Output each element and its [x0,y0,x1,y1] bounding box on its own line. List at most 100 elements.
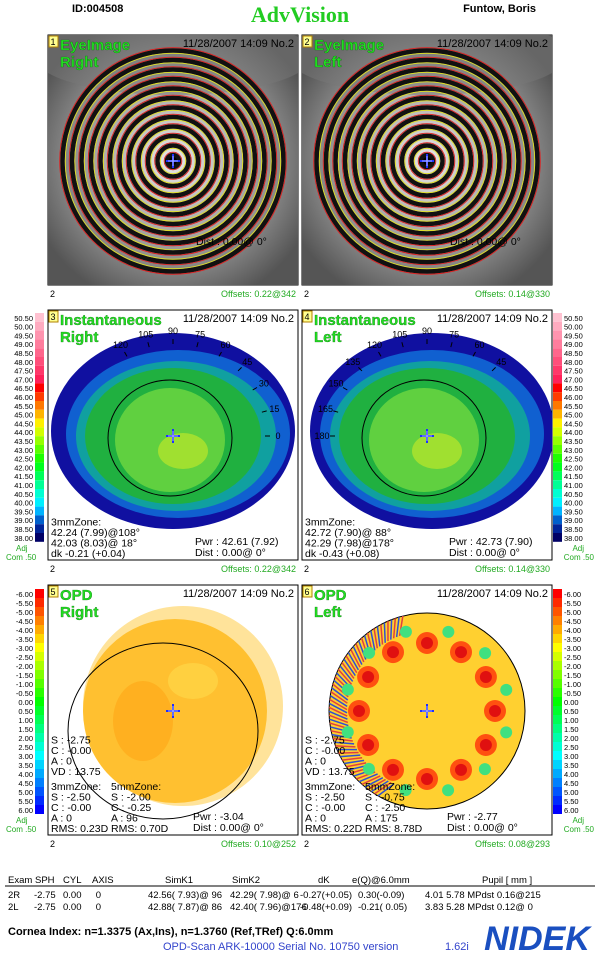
ring-edge [318,52,536,270]
scale-swatch [35,515,44,525]
scale-swatch [35,392,44,401]
placido-ring [371,105,483,217]
refraction-line: C : -0.00 [51,745,91,757]
datetime: 11/28/2007 14:09 No.2 [183,588,294,600]
scale-label: -1.00 [564,680,581,689]
scale-label: 40.00 [14,499,33,508]
scale-label: -4.50 [564,617,581,626]
panel-title: Instantaneous [60,312,162,329]
scale-label: 1.00 [18,716,33,725]
scale-label: 1.50 [564,725,579,734]
placido-ring [136,124,210,198]
angle-label: 120 [113,340,128,350]
scale-label: -2.00 [564,662,581,671]
hatch [335,745,356,748]
angle-tick [358,367,363,372]
scale-swatch [35,401,44,410]
panel-title: Left [314,604,342,621]
angle-label: 90 [168,326,178,336]
scale-swatch [35,480,44,489]
panel-image [48,35,298,285]
ring-edge [398,132,456,190]
scale-label: 48.50 [14,349,33,358]
scale-label: 2.50 [18,743,33,752]
scale-label: 1.00 [564,716,579,725]
panel-footer: 2 [50,839,55,849]
scale-swatch [553,634,562,643]
refraction-line: S : -2.75 [305,735,345,747]
scale-label: 2.50 [564,743,579,752]
datetime: 11/28/2007 14:09 No.2 [183,313,294,325]
zone5-line: RMS: 8.78D [365,823,423,835]
placido-ring [314,48,540,274]
scale-swatch [553,374,562,384]
scale-label: 50.50 [14,314,33,323]
zone3-line: RMS: 0.22D [305,823,363,835]
angle-tick [491,367,496,372]
scale-label: 42.00 [14,463,33,472]
angle-label: 0 [275,431,280,441]
scale-label: -4.50 [16,617,33,626]
opd-spot [478,763,491,776]
placido-ring [155,143,191,179]
ring-edge [347,81,507,241]
scale-swatch [553,652,562,661]
ring-edge [394,128,460,194]
scale-label: 45.50 [14,402,33,411]
angle-tick [333,410,339,413]
ring-edge [337,71,517,251]
scale-label: 43.00 [564,446,583,455]
ring-edge [59,47,287,275]
power-line: Dist : 0.00@ 0° [449,547,520,559]
scale-label: -4.00 [16,626,33,635]
scale-swatch [35,339,44,349]
ring-edge [154,142,192,180]
hatch [339,665,354,682]
scale-label: -2.50 [564,653,581,662]
scale-label: -1.50 [564,671,581,680]
opd-spot [353,705,365,717]
panel-image [328,612,526,810]
panel-number-box [302,585,313,598]
hatch [367,778,386,790]
scale-label: 46.00 [14,393,33,402]
zone-outline [107,379,233,497]
table-header: e(Q)@6.0mm [352,875,410,886]
scale-swatch [553,616,562,625]
scale-swatch [35,634,44,643]
table-header: Pupil [ mm ] [482,875,532,886]
hatch [329,698,348,711]
scale-label: 2.00 [18,734,33,743]
hatch [350,649,361,668]
opd-spot [500,726,513,739]
scale-swatch [553,462,562,472]
placido-ring [79,67,267,255]
hatch [390,619,393,640]
scale-swatch [553,330,562,340]
scale-label: 46.00 [564,393,583,402]
scale-swatch [553,733,562,742]
scale-label: 49.00 [14,340,33,349]
opd-patch [168,663,218,699]
angle-label: 60 [220,340,230,350]
scale-label: 3.50 [564,761,579,770]
scale-swatch [35,313,44,322]
scale-swatch [553,796,562,805]
ring-edge [140,128,206,194]
ring-edge [144,132,202,190]
scale-swatch [553,515,562,525]
scale-label: 46.50 [14,384,33,393]
scale-label: 38.50 [14,525,33,534]
placido-ring [126,114,220,208]
angle-tick [196,342,199,348]
hatch [374,781,392,795]
ring-edge [87,75,259,247]
scale-label: 42.00 [564,463,583,472]
scale-swatch [553,401,562,410]
scale-label: 5.00 [564,788,579,797]
scale-label: -6.00 [564,590,581,599]
table-header: AXIS [92,875,114,886]
hatch [330,691,348,704]
zone3-line: RMS: 0.23D [51,823,109,835]
scale-swatch [35,348,44,357]
